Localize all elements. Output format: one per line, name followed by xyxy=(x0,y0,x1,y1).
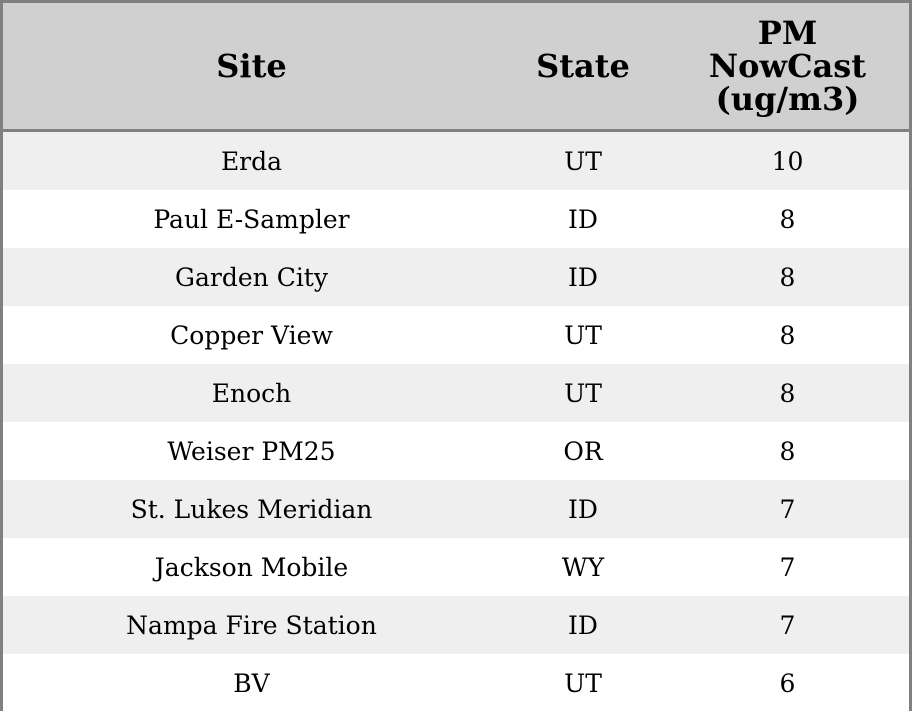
site-cell: Erda xyxy=(220,146,283,176)
site-cell: BV xyxy=(233,668,270,698)
pm-value-cell: 8 xyxy=(779,436,796,466)
pm-value-cell: 8 xyxy=(779,204,796,234)
table-row: BV UT 6 xyxy=(3,654,909,712)
site-cell: Enoch xyxy=(211,378,292,408)
header-pm-lines: PM NowCast (ug/m3) xyxy=(708,13,867,118)
pm-value-cell: 8 xyxy=(779,320,796,350)
state-cell: ID xyxy=(568,610,598,640)
site-cell: Copper View xyxy=(170,320,333,350)
state-cell: UT xyxy=(564,146,602,176)
table-row: Jackson Mobile WY 7 xyxy=(3,538,909,596)
table-row: Nampa Fire Station ID 7 xyxy=(3,596,909,654)
table-row: Paul E-Sampler ID 8 xyxy=(3,190,909,248)
header-state: State xyxy=(536,46,630,85)
site-cell: St. Lukes Meridian xyxy=(130,494,373,524)
table-row: Garden City ID 8 xyxy=(3,248,909,306)
site-cell: Nampa Fire Station xyxy=(126,610,377,640)
pm-value-cell: 8 xyxy=(779,378,796,408)
header-pm-nowcast: PM NowCast (ug/m3) xyxy=(666,3,909,129)
state-cell: OR xyxy=(563,436,603,466)
site-cell: Weiser PM25 xyxy=(167,436,336,466)
pm-value-cell: 10 xyxy=(771,146,804,176)
table-row: Enoch UT 8 xyxy=(3,364,909,422)
state-cell: UT xyxy=(564,320,602,350)
state-cell: ID xyxy=(568,494,598,524)
header-line: NowCast xyxy=(708,46,867,85)
table-body: Erda UT 10 Paul E-Sampler ID 8 Garden City ID 8 C… xyxy=(3,132,909,712)
state-cell: WY xyxy=(561,552,605,582)
pm-value-cell: 8 xyxy=(779,262,796,292)
table-row: Copper View UT 8 xyxy=(3,306,909,364)
state-cell: UT xyxy=(564,668,602,698)
state-cell: UT xyxy=(564,378,602,408)
table-row: St. Lukes Meridian ID 7 xyxy=(3,480,909,538)
header-line: PM xyxy=(757,13,818,52)
header-site: Site xyxy=(216,46,287,85)
site-cell: Jackson Mobile xyxy=(154,552,349,582)
table-row: Erda UT 10 xyxy=(3,132,909,190)
table-row: Weiser PM25 OR 8 xyxy=(3,422,909,480)
state-cell: ID xyxy=(568,262,598,292)
site-cell: Paul E-Sampler xyxy=(153,204,350,234)
pm-value-cell: 7 xyxy=(779,494,796,524)
state-cell: ID xyxy=(568,204,598,234)
pm-value-cell: 7 xyxy=(779,610,796,640)
table-header: Site State PM NowCast (ug/m3) xyxy=(3,3,909,132)
header-line: (ug/m3) xyxy=(715,79,860,118)
pm-value-cell: 7 xyxy=(779,552,796,582)
pm-value-cell: 6 xyxy=(779,668,796,698)
site-cell: Garden City xyxy=(175,262,328,292)
